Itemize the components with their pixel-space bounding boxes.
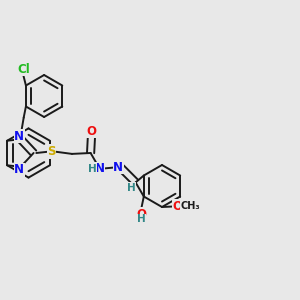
- Text: O: O: [136, 208, 146, 221]
- Text: Cl: Cl: [18, 63, 31, 76]
- Text: N: N: [14, 163, 24, 176]
- Text: CH₃: CH₃: [180, 201, 200, 212]
- Text: S: S: [47, 145, 56, 158]
- Text: H: H: [88, 164, 97, 174]
- Text: H: H: [137, 214, 146, 224]
- Text: N: N: [113, 161, 123, 174]
- Text: N: N: [94, 162, 105, 175]
- Text: N: N: [14, 130, 24, 143]
- Text: O: O: [87, 125, 97, 138]
- Text: H: H: [127, 183, 136, 193]
- Text: O: O: [172, 200, 182, 213]
